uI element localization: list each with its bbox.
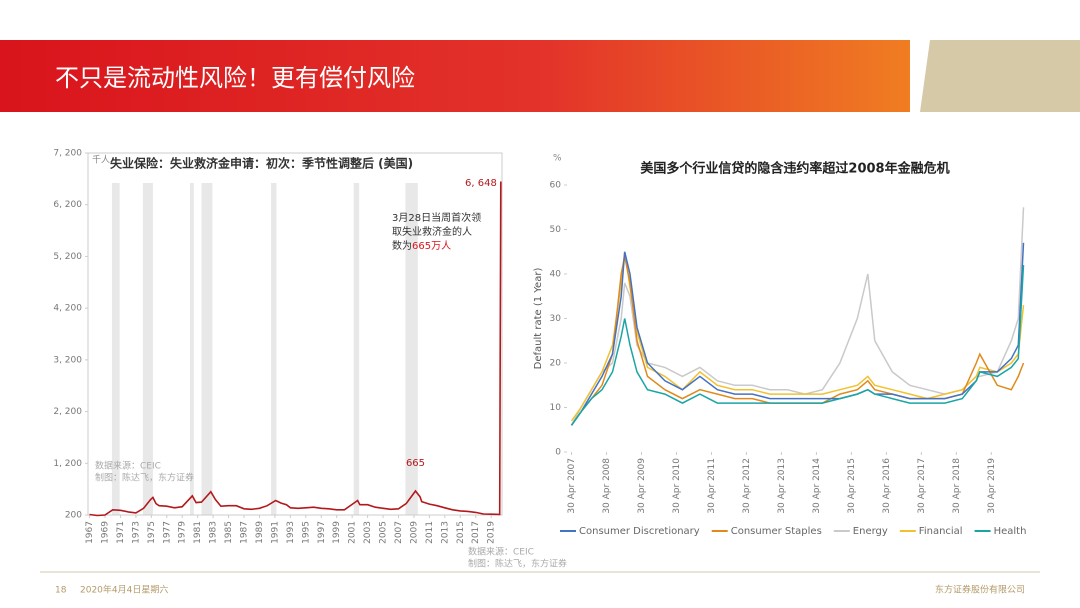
- callout-text: 数为: [392, 239, 412, 252]
- recession-band: [353, 183, 360, 515]
- callout-text: 3月28日当周首次领: [392, 211, 481, 224]
- x-tick-label: 2009: [409, 521, 419, 544]
- plot-frame: [87, 152, 503, 516]
- legend-label: Financial: [919, 526, 963, 537]
- x-tick-label: 1999: [332, 521, 342, 544]
- x-tick-label: 30 Apr 2013: [777, 458, 787, 514]
- x-tick-label: 2017: [471, 521, 481, 544]
- y-tick-label: 50: [550, 225, 562, 235]
- x-tick-label: 2005: [379, 521, 389, 544]
- x-tick-label: 1979: [178, 521, 188, 544]
- x-tick-label: 30 Apr 2019: [987, 458, 997, 514]
- y-tick-label: 2, 200: [53, 407, 82, 417]
- callout-text: 取失业救济金的人: [392, 225, 472, 238]
- y-tick-label: 3, 200: [53, 355, 82, 365]
- footer-date: 2020年4月4日星期六: [80, 584, 168, 596]
- y-tick-label: 10: [550, 403, 562, 413]
- legend-label: Health: [994, 526, 1027, 537]
- recession-band: [271, 183, 277, 515]
- x-tick-label: 30 Apr 2015: [847, 458, 857, 514]
- x-tick-label: 2007: [394, 521, 404, 544]
- data-label: 6, 648: [465, 178, 497, 189]
- x-tick-label: 30 Apr 2009: [637, 458, 647, 514]
- y-tick-label: 40: [550, 270, 562, 280]
- x-tick-label: 30 Apr 2018: [952, 458, 962, 514]
- source-note: 数据来源：CEIC: [468, 546, 534, 558]
- y-tick-label: 200: [65, 511, 82, 521]
- x-tick-label: 1995: [301, 521, 311, 544]
- data-line: [570, 265, 1025, 426]
- recession-band: [189, 183, 194, 515]
- header-bar: [0, 40, 910, 112]
- x-tick-label: 30 Apr 2010: [672, 458, 682, 514]
- data-line: [570, 207, 1025, 426]
- y-axis-label: Default rate (1 Year): [533, 268, 544, 370]
- x-tick-label: 2001: [348, 521, 358, 544]
- x-tick-label: 1967: [85, 521, 95, 544]
- x-tick-label: 1975: [147, 521, 157, 544]
- footer-company: 东方证券股份有限公司: [935, 584, 1025, 596]
- y-tick-label: 20: [550, 359, 562, 369]
- data-line: [89, 181, 502, 517]
- chart-title: 美国多个行业信贷的隐含违约率超过2008年金融危机: [640, 161, 949, 177]
- legend-label: Consumer Discretionary: [579, 526, 700, 537]
- y-tick-label: 4, 200: [53, 304, 82, 314]
- x-tick-label: 1973: [131, 521, 141, 544]
- x-tick-label: 2013: [440, 521, 450, 544]
- x-tick-label: 2019: [487, 521, 497, 544]
- x-tick-label: 30 Apr 2008: [602, 458, 612, 514]
- x-tick-label: 1981: [193, 521, 203, 544]
- recession-band: [201, 183, 213, 515]
- page-number: 18: [55, 586, 67, 596]
- y-tick-label: 1, 200: [53, 459, 82, 469]
- header-title: 不只是流动性风险！更有偿付风险: [55, 64, 415, 92]
- x-tick-label: 2011: [425, 521, 435, 544]
- chart-title: 失业保险：失业救济金申请：初次：季节性调整后 (美国): [110, 156, 413, 171]
- y-tick-label: 30: [550, 314, 562, 324]
- header-accent: [920, 40, 1080, 112]
- x-tick-label: 1989: [255, 521, 265, 544]
- legend-label: Consumer Staples: [731, 526, 822, 537]
- x-tick-label: 30 Apr 2016: [882, 458, 892, 514]
- recession-band: [142, 183, 153, 515]
- data-label: 665: [406, 458, 425, 469]
- x-tick-label: 1977: [162, 521, 172, 544]
- callout-text: 665万人: [412, 240, 451, 252]
- recession-band: [405, 183, 418, 515]
- x-tick-label: 1987: [240, 521, 250, 544]
- recession-band: [111, 183, 120, 515]
- x-tick-label: 30 Apr 2014: [812, 458, 822, 514]
- x-tick-label: 1969: [100, 521, 110, 544]
- data-line: [570, 242, 1025, 426]
- y-tick-label: 5, 200: [53, 252, 82, 262]
- legend-label: Energy: [853, 526, 888, 537]
- x-tick-label: 2003: [363, 521, 373, 544]
- x-tick-label: 30 Apr 2011: [707, 458, 717, 514]
- unit-label: %: [553, 154, 562, 164]
- y-tick-label: 0: [555, 448, 561, 458]
- x-tick-label: 1985: [224, 521, 234, 544]
- x-tick-label: 30 Apr 2007: [567, 458, 577, 514]
- source-note: 制图：陈达飞，东方证券: [468, 558, 567, 570]
- x-tick-label: 30 Apr 2017: [917, 458, 927, 514]
- y-tick-label: 60: [550, 181, 562, 191]
- x-tick-label: 1971: [116, 521, 126, 544]
- y-tick-label: 7, 200: [53, 149, 82, 159]
- source-note: 制图：陈达飞，东方证券: [95, 472, 194, 484]
- unit-label: 千人: [92, 155, 110, 166]
- x-tick-label: 1991: [270, 521, 280, 544]
- x-tick-label: 1997: [317, 521, 327, 544]
- x-tick-label: 1983: [209, 521, 219, 544]
- source-note: 数据来源：CEIC: [95, 460, 161, 472]
- x-tick-label: 1993: [286, 521, 296, 544]
- x-tick-label: 30 Apr 2012: [742, 458, 752, 514]
- y-tick-label: 6, 200: [53, 200, 82, 210]
- x-tick-label: 2015: [456, 521, 466, 544]
